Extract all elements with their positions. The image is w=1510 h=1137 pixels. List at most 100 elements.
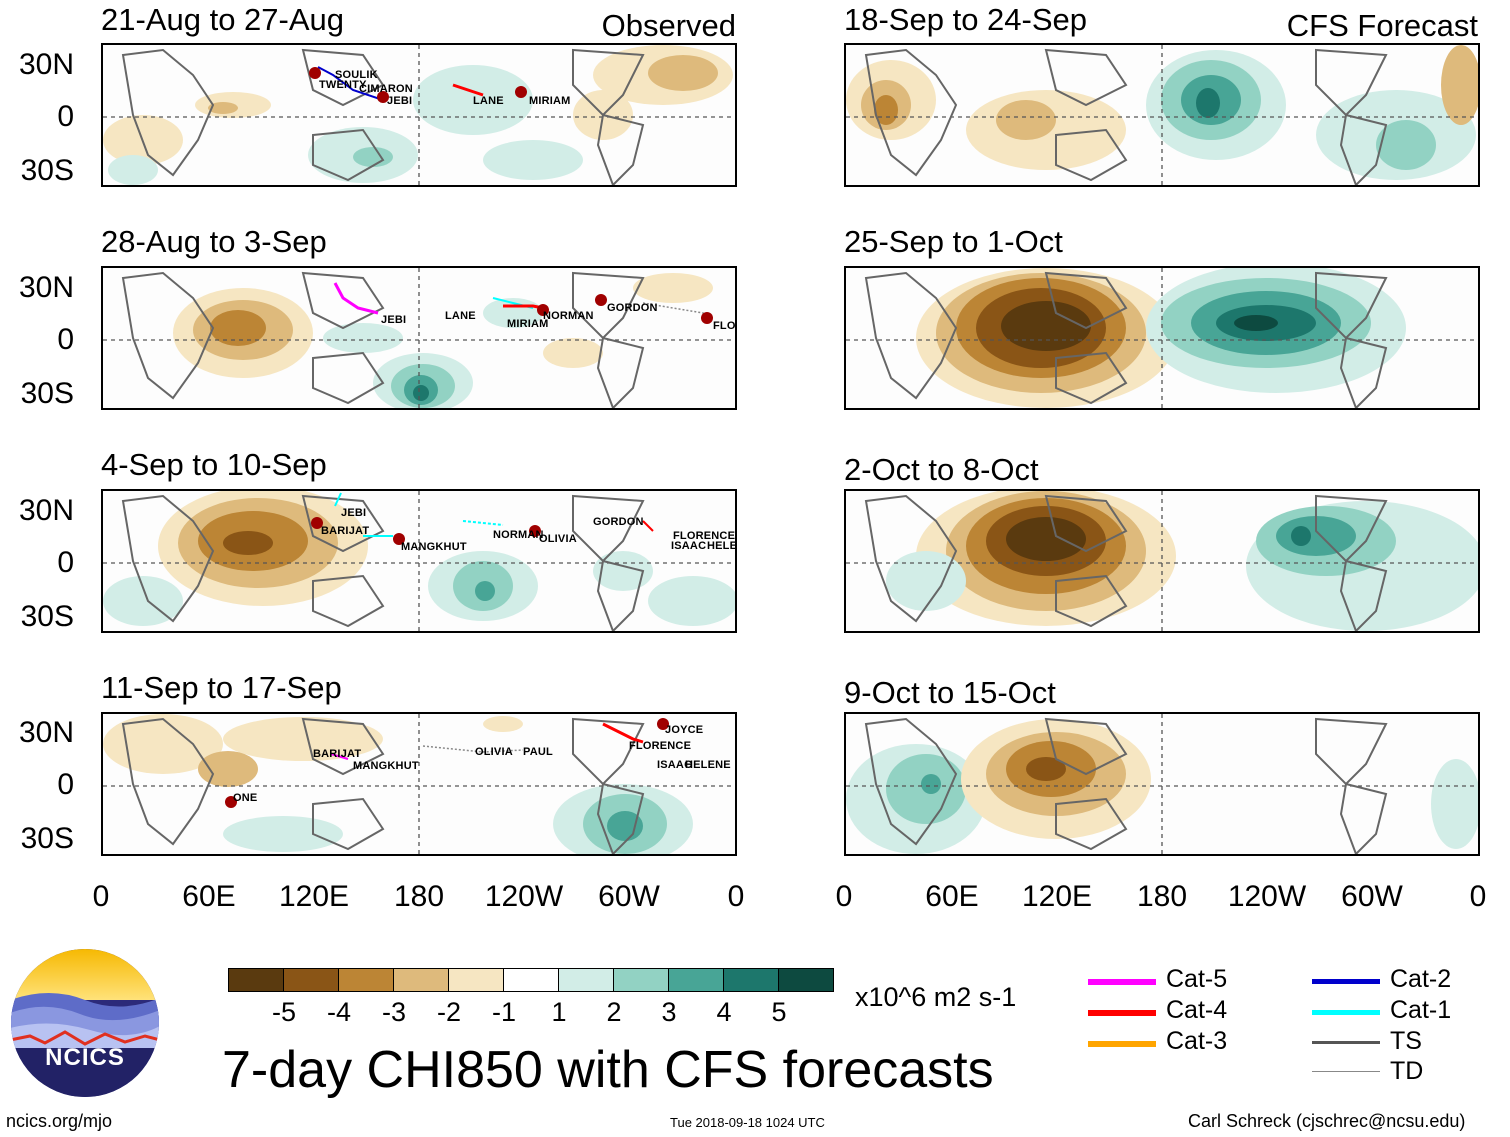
legend-label: Cat-5 bbox=[1166, 965, 1228, 993]
lat-label: 0 bbox=[57, 100, 74, 133]
lat-label: 30S bbox=[20, 600, 74, 633]
lat-label: 30N bbox=[18, 494, 74, 527]
storm-label: MIRIAM bbox=[529, 95, 571, 107]
storm-label: OLIVIA bbox=[475, 746, 513, 758]
lon-label: 0 bbox=[1469, 880, 1487, 913]
storm-label: MANGKHUT bbox=[401, 541, 467, 553]
map-panel-2: JEBI LANE MIRIAM NORMAN GORDON FLORENCE bbox=[101, 266, 737, 410]
lon-label: 120W bbox=[1227, 880, 1307, 913]
storm-label: FLORENCE bbox=[673, 530, 736, 542]
legend-label: Cat-3 bbox=[1166, 1027, 1228, 1055]
legend-label: TS bbox=[1390, 1027, 1422, 1055]
map-panel-8 bbox=[844, 712, 1480, 856]
lat-label: 0 bbox=[57, 323, 74, 356]
lat-label: 0 bbox=[57, 546, 74, 579]
colorbar-label: -5 bbox=[271, 997, 296, 1027]
map-panel-7 bbox=[844, 489, 1480, 633]
colorbar-swatch bbox=[338, 968, 394, 992]
colorbar-swatch bbox=[448, 968, 504, 992]
footer-site: ncics.org/mjo bbox=[6, 1111, 113, 1131]
lon-label: 60W bbox=[1341, 880, 1403, 913]
storm-label: ONE bbox=[233, 792, 258, 804]
lon-label: 120W bbox=[484, 880, 564, 913]
lon-label: 180 bbox=[393, 880, 445, 913]
storm-label: BARIJAT bbox=[321, 525, 370, 537]
lon-label: 180 bbox=[1136, 880, 1188, 913]
storm-label: NORMAN bbox=[493, 529, 544, 541]
storm-label: MIRIAM bbox=[507, 318, 549, 330]
panel-title-5: 18-Sep to 24-Sep bbox=[844, 2, 1088, 37]
legend-label: Cat-1 bbox=[1390, 996, 1452, 1024]
storm-label: LANE bbox=[473, 95, 504, 107]
map-panel-5 bbox=[844, 43, 1480, 187]
colorbar-swatch bbox=[558, 968, 614, 992]
storm-label: CIMARON bbox=[359, 83, 413, 95]
lon-label: 0 bbox=[92, 880, 110, 913]
colorbar-label: -4 bbox=[326, 997, 351, 1027]
lon-label: 60E bbox=[182, 880, 236, 913]
panel-title-6: 25-Sep to 1-Oct bbox=[844, 224, 1063, 259]
lon-label: 0 bbox=[835, 880, 853, 913]
legend-label: Cat-2 bbox=[1390, 965, 1452, 993]
colorbar-swatch bbox=[668, 968, 724, 992]
storm-label: GORDON bbox=[593, 516, 644, 528]
lon-label: 120E bbox=[278, 880, 350, 913]
map-panel-1: SOULIK TWENTY CIMARON JEBI LANE MIRIAM bbox=[101, 43, 737, 187]
colorbar-label: 3 bbox=[661, 997, 677, 1027]
colorbar-label: 5 bbox=[771, 997, 787, 1027]
colorbar-label: 2 bbox=[606, 997, 622, 1027]
panel-title-1: 21-Aug to 27-Aug bbox=[101, 2, 345, 37]
legend-line-cat1 bbox=[1312, 1010, 1380, 1015]
colorbar-swatch bbox=[503, 968, 559, 992]
logo-text: NCICS bbox=[45, 1044, 125, 1071]
panel-title-7: 2-Oct to 8-Oct bbox=[844, 452, 1039, 487]
colorbar-swatch bbox=[228, 968, 284, 992]
storm-label: FLORENCE bbox=[713, 320, 736, 332]
storm-label: TWENTY bbox=[319, 79, 367, 91]
map-panel-4: BARIJAT MANGKHUT OLIVIA PAUL JOYCE FLORE… bbox=[101, 712, 737, 856]
legend-line-td bbox=[1312, 1071, 1380, 1072]
map-panel-6 bbox=[844, 266, 1480, 410]
storm-label: HELENE bbox=[685, 759, 731, 771]
lat-label: 0 bbox=[57, 768, 74, 801]
lat-label: 30N bbox=[18, 271, 74, 304]
legend-line-cat4 bbox=[1088, 1010, 1156, 1016]
storm-label: JEBI bbox=[387, 95, 413, 107]
main-title: 7-day CHI850 with CFS forecasts bbox=[222, 1041, 994, 1099]
footer-author: Carl Schreck (cjschrec@ncsu.edu) bbox=[1188, 1111, 1466, 1131]
panel-title-2: 28-Aug to 3-Sep bbox=[101, 224, 327, 259]
legend-line-cat5 bbox=[1088, 979, 1156, 985]
storm-label: SOULIK bbox=[335, 69, 378, 81]
map-panel-3: JEBI BARIJAT MANGKHUT NORMAN OLIVIA GORD… bbox=[101, 489, 737, 633]
colorbar-label: -1 bbox=[491, 997, 516, 1027]
lon-label: 60W bbox=[598, 880, 660, 913]
storm-label: LANE bbox=[445, 310, 476, 322]
storm-label: FLORENCE bbox=[629, 740, 692, 752]
panel-title-4: 11-Sep to 17-Sep bbox=[101, 670, 342, 705]
colorbar-units: x10^6 m2 s-1 bbox=[855, 982, 1017, 1012]
colorbar-swatch bbox=[283, 968, 339, 992]
legend-line-cat3 bbox=[1088, 1041, 1156, 1047]
colorbar-label: -2 bbox=[436, 997, 461, 1027]
storm-label: ISAAC bbox=[657, 759, 693, 771]
legend-line-ts bbox=[1312, 1041, 1380, 1044]
storm-label: BARIJAT bbox=[313, 748, 362, 760]
lon-label: 60E bbox=[925, 880, 979, 913]
observed-tag: Observed bbox=[601, 8, 736, 43]
colorbar-swatch bbox=[723, 968, 779, 992]
storm-label: JEBI bbox=[381, 314, 407, 326]
storm-label: OLIVIA bbox=[539, 533, 577, 545]
legend-label: TD bbox=[1390, 1057, 1424, 1085]
colorbar-label: 1 bbox=[551, 997, 567, 1027]
forecast-tag: CFS Forecast bbox=[1286, 8, 1478, 43]
footer-timestamp: Tue 2018-09-18 1024 UTC bbox=[670, 1115, 825, 1130]
ncics-logo: NCICS bbox=[10, 948, 160, 1098]
lat-label: 30S bbox=[20, 822, 74, 855]
lat-label: 30N bbox=[18, 716, 74, 749]
colorbar-swatch bbox=[393, 968, 449, 992]
colorbar-swatch bbox=[613, 968, 669, 992]
storm-label: NORMAN bbox=[543, 310, 594, 322]
storm-label: ISAAC bbox=[671, 540, 707, 552]
storm-label: MANGKHUT bbox=[353, 760, 419, 772]
panel-title-3: 4-Sep to 10-Sep bbox=[101, 447, 327, 482]
